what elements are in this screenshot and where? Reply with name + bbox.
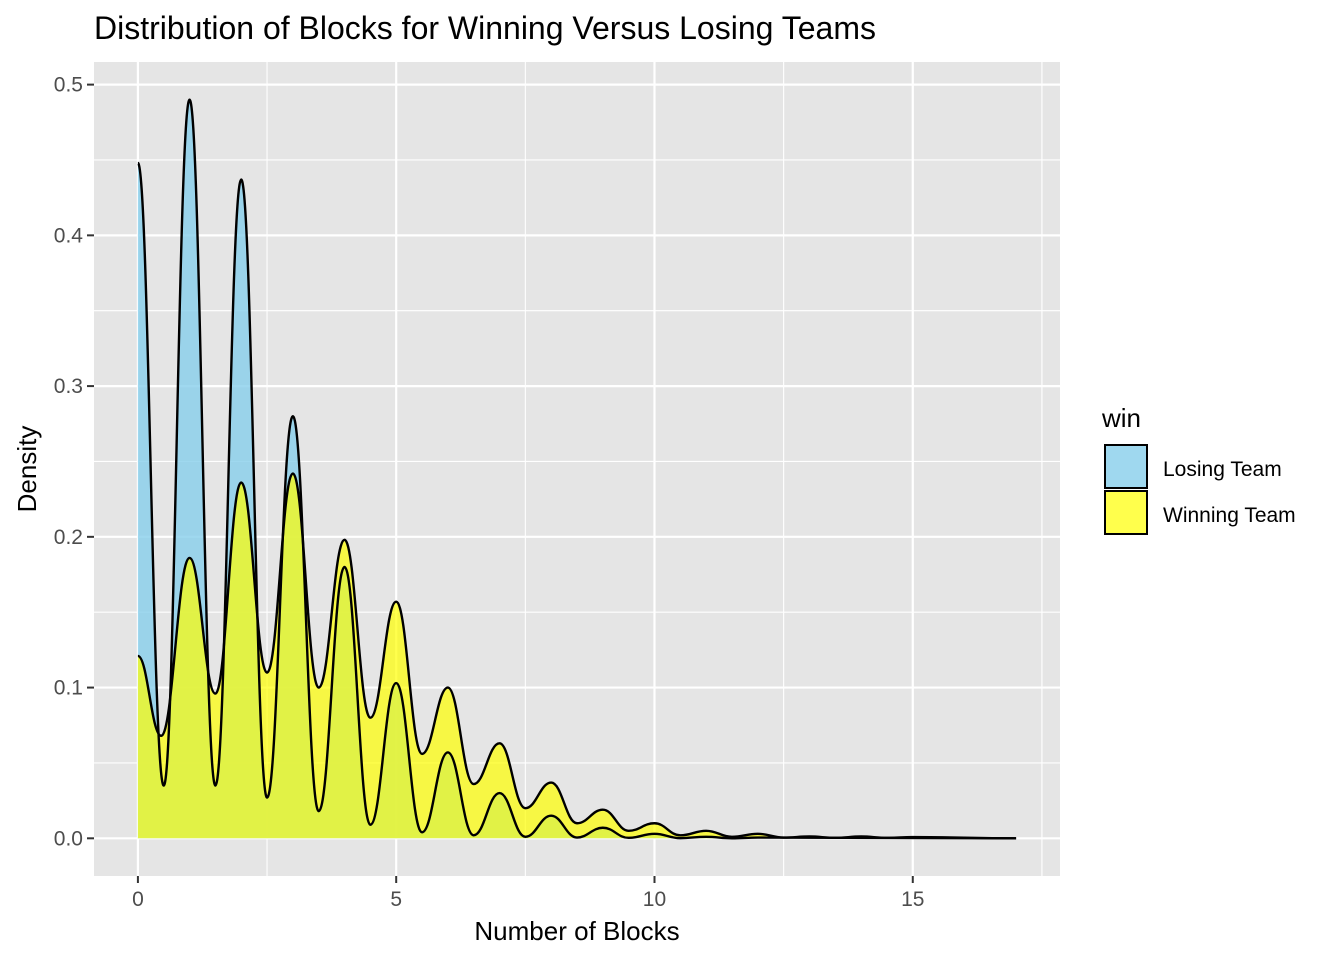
legend: win Losing Team Winning Team: [1101, 403, 1296, 535]
x-tick-label: 10: [643, 888, 666, 911]
legend-label-losing-team: Losing Team: [1163, 458, 1282, 481]
x-tick-label: 5: [390, 888, 402, 911]
legend-label-winning-team: Winning Team: [1163, 504, 1296, 527]
y-tick-label: 0.0: [54, 827, 83, 850]
y-tick-label: 0.4: [54, 224, 84, 247]
density-area-winning-team: [137, 473, 1017, 839]
x-axis: 0 5 10 15: [132, 876, 924, 911]
grid-minor: [8, 8, 1060, 876]
y-tick-label: 0.5: [54, 74, 83, 97]
legend-key-losing-team: [1104, 444, 1148, 489]
x-tick-label: 15: [901, 888, 924, 911]
x-tick-label: 0: [132, 888, 144, 911]
density-fills: [137, 99, 1017, 839]
legend-key-winning-team: [1104, 490, 1148, 535]
x-axis-label: Number of Blocks: [474, 916, 679, 946]
chart-title: Distribution of Blocks for Winning Versu…: [94, 10, 876, 46]
legend-title: win: [1101, 403, 1141, 433]
y-axis-label: Density: [12, 426, 42, 513]
y-tick-label: 0.1: [54, 677, 83, 700]
y-axis: 0.0 0.1 0.2 0.3 0.4 0.5: [54, 74, 94, 850]
density-line-losing-team: [136, 98, 1017, 840]
y-tick-label: 0.3: [54, 375, 83, 398]
density-line-winning-team: [136, 472, 1017, 840]
y-tick-label: 0.2: [54, 526, 83, 549]
density-lines: [136, 98, 1017, 840]
